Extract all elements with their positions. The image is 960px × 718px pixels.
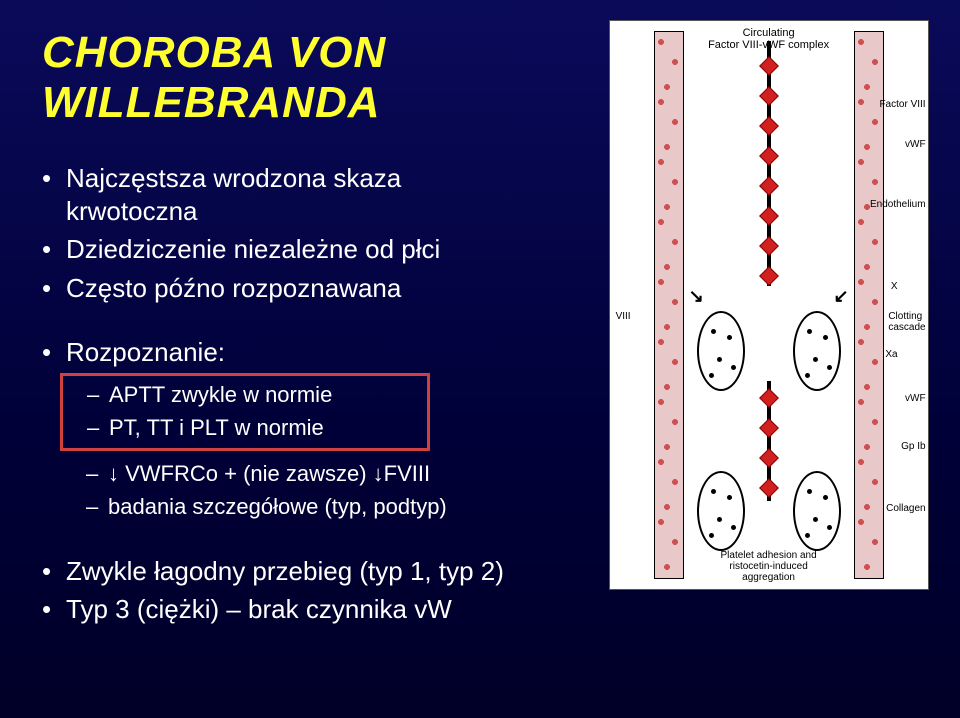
diagram-label: Collagen — [886, 503, 925, 514]
bullet-item: Zwykle łagodny przebieg (typ 1, typ 2) — [42, 555, 585, 588]
diagram-label: Clottingcascade — [888, 311, 925, 333]
diagram-label: Gp Ib — [901, 441, 925, 452]
bullet-item: Najczęstsza wrodzona skaza krwotoczna — [42, 162, 585, 227]
vwf-diagram: ↘ ↙ Circulating Factor VIII-vWF complex … — [609, 20, 929, 590]
diagram-label: Platelet adhesion and ristocetin-induced… — [688, 550, 850, 583]
bullet-text: krwotoczna — [66, 196, 198, 226]
slide-title: CHOROBA VON WILLEBRANDA — [42, 28, 585, 128]
diagram-label: vWF — [905, 139, 926, 150]
diagram-label: Factor VIII — [879, 99, 925, 110]
bullet-list: Zwykle łagodny przebieg (typ 1, typ 2) T… — [42, 555, 585, 626]
platelet — [697, 471, 745, 551]
sub-item: ↓ VWFRCo + (nie zawsze) ↓FVIII — [86, 457, 585, 490]
bullet-list: Rozpoznanie: APTT zwykle w normie PT, TT… — [42, 336, 585, 523]
bullet-item: Często późno rozpoznawana — [42, 272, 585, 305]
vessel-wall-left — [654, 31, 684, 579]
bullet-text: Rozpoznanie: — [66, 337, 225, 367]
diagram-label: VIII — [616, 311, 631, 322]
bullet-item: Rozpoznanie: APTT zwykle w normie PT, TT… — [42, 336, 585, 523]
highlight-box: APTT zwykle w normie PT, TT i PLT w norm… — [60, 373, 430, 451]
sub-item: APTT zwykle w normie — [87, 378, 417, 411]
vessel-lumen: ↘ ↙ — [685, 31, 853, 579]
platelet — [697, 311, 745, 391]
diagram-label: Endothelium — [870, 199, 926, 210]
diagram-label: Xa — [885, 349, 897, 360]
diagram-label: X — [891, 281, 898, 292]
platelet — [793, 471, 841, 551]
bullet-text: Najczęstsza wrodzona skaza — [66, 163, 401, 193]
bullet-list: Najczęstsza wrodzona skaza krwotoczna Dz… — [42, 162, 585, 304]
sub-item: PT, TT i PLT w normie — [87, 411, 417, 444]
bullet-item: Typ 3 (ciężki) – brak czynnika vW — [42, 593, 585, 626]
vessel-wall-right — [854, 31, 884, 579]
platelet — [793, 311, 841, 391]
diagram-label: Circulating Factor VIII-vWF complex — [688, 27, 850, 51]
diagram-label: vWF — [905, 393, 926, 404]
bullet-item: Dziedziczenie niezależne od płci — [42, 233, 585, 266]
sub-item: badania szczegółowe (typ, podtyp) — [86, 490, 585, 523]
